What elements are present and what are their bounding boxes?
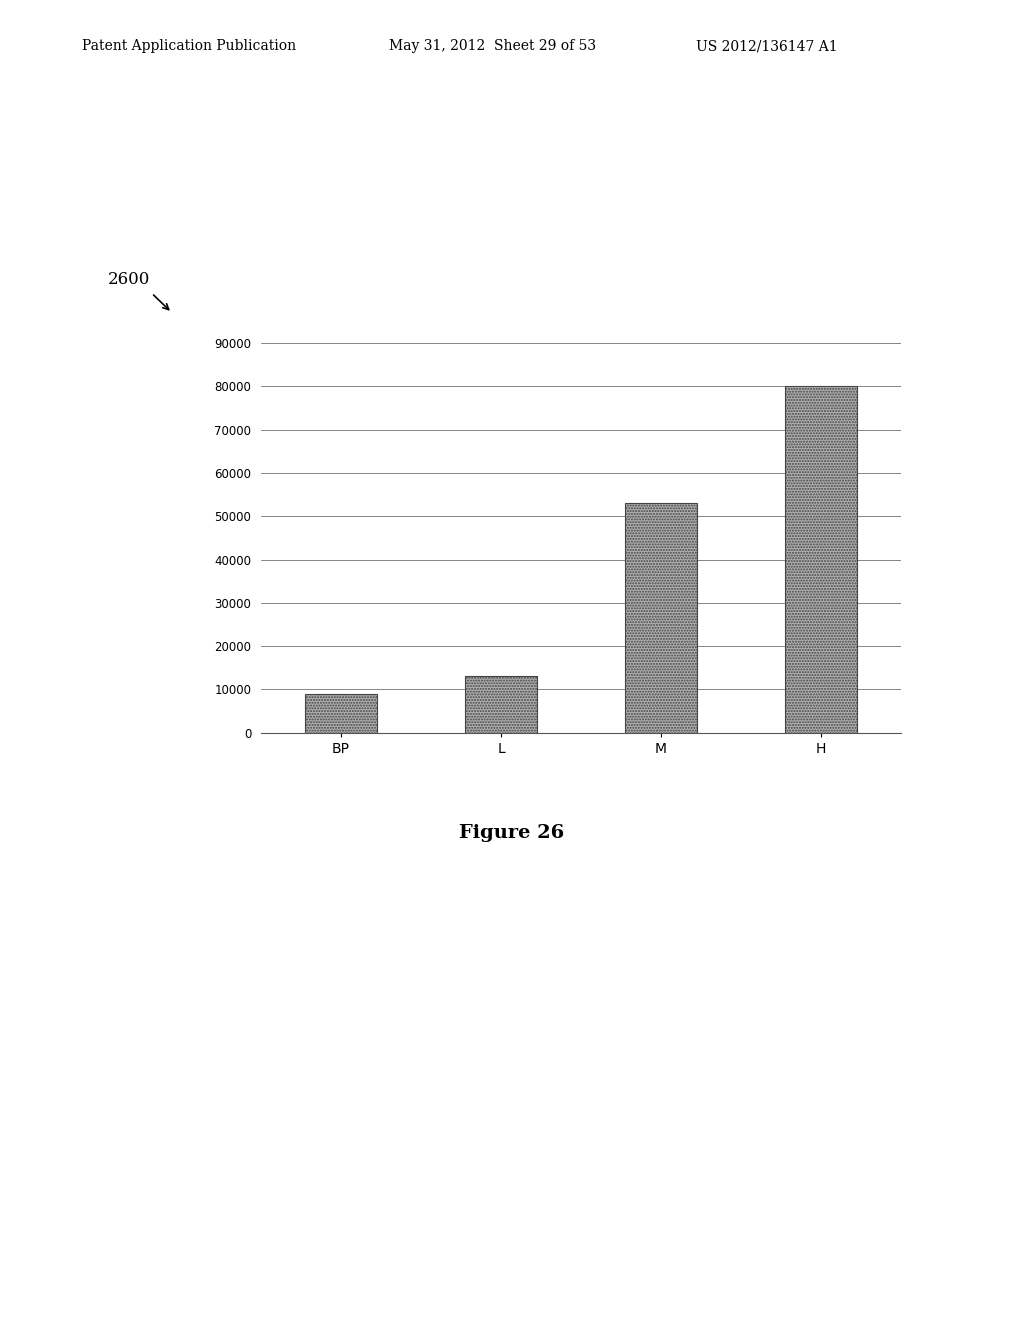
Bar [785,387,857,733]
Text: 2600: 2600 [108,271,150,288]
Text: Patent Application Publication: Patent Application Publication [82,40,296,53]
Text: May 31, 2012  Sheet 29 of 53: May 31, 2012 Sheet 29 of 53 [389,40,596,53]
Text: Figure 26: Figure 26 [460,824,564,842]
Bar [305,694,377,733]
Bar [625,503,697,733]
Bar [465,676,538,733]
Text: US 2012/136147 A1: US 2012/136147 A1 [696,40,838,53]
